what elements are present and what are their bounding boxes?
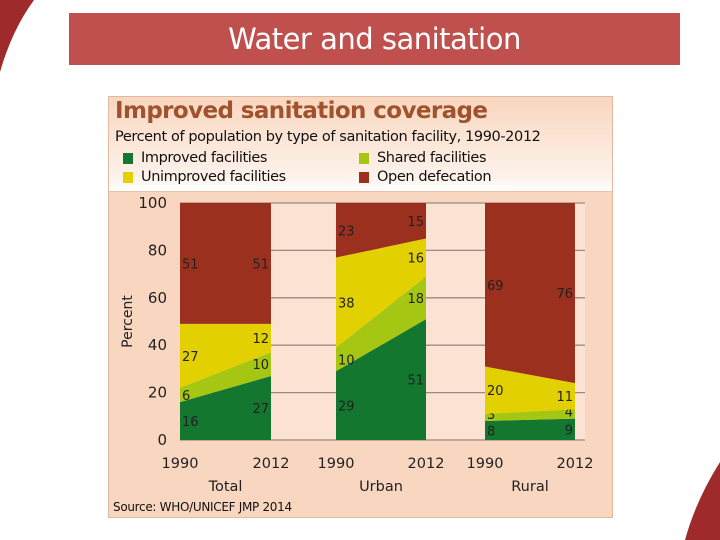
data-label: 10 <box>252 358 269 373</box>
legend-swatch-unimproved <box>123 171 133 183</box>
data-label: 18 <box>407 292 424 307</box>
x-tick-label: 1990 <box>318 456 355 472</box>
area-urban-shared-facilities <box>336 276 426 372</box>
data-label: 23 <box>338 224 355 239</box>
area-total-unimproved-facilities <box>180 323 271 388</box>
area-total-shared-facilities <box>180 352 271 403</box>
data-label: 9 <box>565 423 573 438</box>
x-tick-label: 1990 <box>162 456 199 472</box>
corner-decoration-top-left <box>0 0 34 72</box>
y-tick-label: 80 <box>148 241 167 259</box>
x-tick-label: 2012 <box>408 456 445 472</box>
legend-item-open-defecation: Open defecation <box>359 169 492 185</box>
area-urban-open-defecation <box>336 203 426 258</box>
x-tick-label: 1990 <box>467 456 504 472</box>
data-label: 76 <box>556 287 573 302</box>
area-rural-open-defecation <box>485 203 575 384</box>
area-rural-unimproved-facilities <box>485 366 575 414</box>
chart-title: Improved sanitation coverage <box>115 98 488 124</box>
chart-panel: Improved sanitation coverage Percent of … <box>108 96 613 518</box>
data-label: 16 <box>407 252 424 267</box>
legend-swatch-open-defecation <box>359 171 369 183</box>
chart-header: Improved sanitation coverage Percent of … <box>109 97 612 192</box>
legend-label: Unimproved facilities <box>141 169 286 185</box>
data-label: 15 <box>407 215 424 230</box>
x-group-label: Urban <box>359 479 403 495</box>
legend-swatch-shared <box>359 152 369 164</box>
data-label: 51 <box>182 257 199 272</box>
data-label: 38 <box>338 297 355 312</box>
data-label: 4 <box>565 406 573 421</box>
data-label: 27 <box>182 350 199 365</box>
data-label: 51 <box>252 257 269 272</box>
area-urban-improved-facilities <box>336 319 426 440</box>
area-total-open-defecation <box>180 203 271 324</box>
data-label: 11 <box>556 390 573 405</box>
x-tick-label: 2012 <box>557 456 594 472</box>
data-label: 51 <box>407 374 424 389</box>
legend-item-shared: Shared facilities <box>359 150 487 166</box>
corner-decoration-bottom-right <box>685 462 720 540</box>
data-label: 12 <box>252 332 269 347</box>
data-label: 3 <box>487 408 495 423</box>
area-rural-improved-facilities <box>485 418 575 440</box>
legend-item-unimproved: Unimproved facilities <box>123 169 286 185</box>
chart-subtitle: Percent of population by type of sanitat… <box>115 129 541 145</box>
area-rural-shared-facilities <box>485 409 575 422</box>
y-tick-label: 60 <box>148 289 167 307</box>
legend-swatch-improved <box>123 152 133 164</box>
legend-label: Improved facilities <box>141 150 268 166</box>
data-label: 27 <box>252 402 269 417</box>
y-axis-label: Percent <box>120 295 136 348</box>
y-tick-label: 40 <box>148 336 167 354</box>
area-urban-unimproved-facilities <box>336 238 426 348</box>
x-group-label: Total <box>208 479 243 495</box>
data-label: 10 <box>338 353 355 368</box>
legend-item-improved: Improved facilities <box>123 150 267 166</box>
area-total-improved-facilities <box>180 376 271 440</box>
legend-label: Shared facilities <box>377 150 487 166</box>
slide-title: Water and sanitation <box>69 13 680 65</box>
y-tick-label: 20 <box>148 384 167 402</box>
chart-source: Source: WHO/UNICEF JMP 2014 <box>113 500 292 514</box>
data-label: 29 <box>338 400 355 415</box>
chart-plot: 0 20 40 60 80 100 Percent 16 27 6 10 27 12 51 51 1990 20… <box>120 194 594 495</box>
data-label: 8 <box>487 425 495 440</box>
x-tick-label: 2012 <box>253 456 290 472</box>
data-label: 16 <box>182 415 199 430</box>
data-label: 6 <box>182 389 190 404</box>
y-tick-label: 100 <box>138 194 167 212</box>
data-label: 69 <box>487 279 504 294</box>
data-label: 20 <box>487 384 504 399</box>
legend-label: Open defecation <box>377 169 492 185</box>
y-tick-label: 0 <box>157 431 167 449</box>
x-group-label: Rural <box>511 479 549 495</box>
